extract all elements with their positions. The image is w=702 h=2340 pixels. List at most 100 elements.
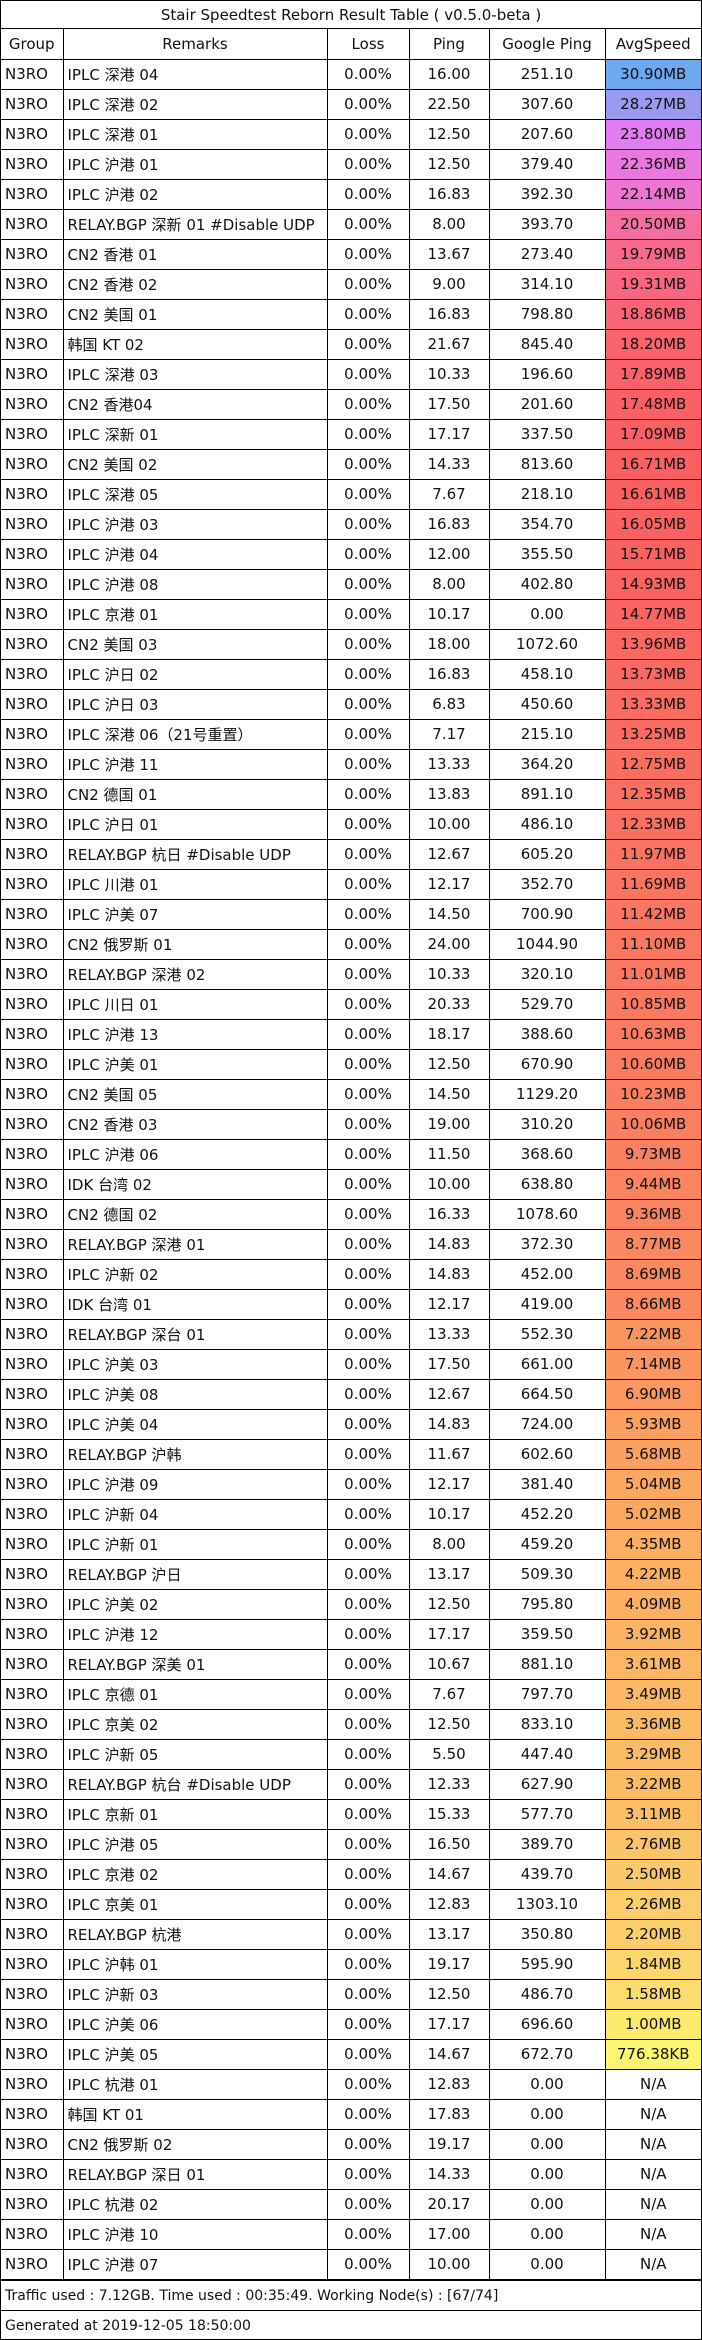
cell-google-ping: 201.60 xyxy=(488,388,606,420)
cell-google-ping: 891.10 xyxy=(488,778,606,810)
cell-loss: 0.00% xyxy=(326,88,410,120)
cell-ping: 12.50 xyxy=(408,1978,490,2010)
cell-group: N3RO xyxy=(1,88,64,120)
cell-remarks: IPLC 沪美 04 xyxy=(62,1408,328,1440)
cell-loss: 0.00% xyxy=(326,268,410,300)
cell-remarks: IPLC 深新 01 xyxy=(62,418,328,450)
cell-google-ping: 0.00 xyxy=(488,2098,606,2130)
cell-ping: 14.83 xyxy=(408,1228,490,1260)
cell-loss: 0.00% xyxy=(326,688,410,720)
cell-remarks: IPLC 沪美 05 xyxy=(62,2038,328,2070)
column-header-avg-speed: AvgSpeed xyxy=(604,29,701,60)
cell-group: N3RO xyxy=(1,1108,64,1140)
cell-google-ping: 661.00 xyxy=(488,1348,606,1380)
cell-loss: 0.00% xyxy=(326,208,410,240)
cell-ping: 8.00 xyxy=(408,208,490,240)
cell-ping: 12.50 xyxy=(408,118,490,150)
cell-loss: 0.00% xyxy=(326,1828,410,1860)
cell-remarks: CN2 香港 01 xyxy=(62,238,328,270)
cell-remarks: IPLC 沪港 13 xyxy=(62,1018,328,1050)
column-header-remarks: Remarks xyxy=(62,29,328,60)
cell-avg-speed: N/A xyxy=(604,2128,701,2160)
cell-google-ping: 402.80 xyxy=(488,568,606,600)
cell-avg-speed: 6.90MB xyxy=(604,1378,701,1410)
cell-loss: 0.00% xyxy=(326,1438,410,1470)
cell-google-ping: 452.20 xyxy=(488,1498,606,1530)
table-row: N3RO IPLC 沪港 12 0.00% 17.17 359.50 3.92MB xyxy=(1,1618,701,1650)
cell-loss: 0.00% xyxy=(326,1048,410,1080)
table-row: N3RO IPLC 深港 02 0.00% 22.50 307.60 28.27MB xyxy=(1,88,701,120)
table-row: N3RO IPLC 沪港 05 0.00% 16.50 389.70 2.76MB xyxy=(1,1828,701,1860)
cell-google-ping: 355.50 xyxy=(488,538,606,570)
cell-google-ping: 0.00 xyxy=(488,2068,606,2100)
cell-group: N3RO xyxy=(1,118,64,150)
cell-remarks: CN2 美国 03 xyxy=(62,628,328,660)
cell-ping: 10.00 xyxy=(408,1168,490,1200)
cell-avg-speed: 10.23MB xyxy=(604,1078,701,1110)
cell-remarks: IPLC 沪美 01 xyxy=(62,1048,328,1080)
cell-ping: 12.67 xyxy=(408,838,490,870)
cell-group: N3RO xyxy=(1,1768,64,1800)
cell-avg-speed: 11.69MB xyxy=(604,868,701,900)
cell-google-ping: 1303.10 xyxy=(488,1888,606,1920)
cell-avg-speed: 22.14MB xyxy=(604,178,701,210)
table-row: N3RO CN2 俄罗斯 02 0.00% 19.17 0.00 N/A xyxy=(1,2128,701,2160)
cell-loss: 0.00% xyxy=(326,1678,410,1710)
cell-loss: 0.00% xyxy=(326,418,410,450)
cell-loss: 0.00% xyxy=(326,178,410,210)
cell-group: N3RO xyxy=(1,1888,64,1920)
cell-avg-speed: 4.09MB xyxy=(604,1588,701,1620)
cell-google-ping: 196.60 xyxy=(488,358,606,390)
cell-remarks: IPLC 沪美 08 xyxy=(62,1378,328,1410)
cell-loss: 0.00% xyxy=(326,1648,410,1680)
cell-remarks: IPLC 深港 04 xyxy=(62,58,328,90)
cell-ping: 12.50 xyxy=(408,148,490,180)
cell-ping: 12.00 xyxy=(408,538,490,570)
cell-google-ping: 458.10 xyxy=(488,658,606,690)
cell-group: N3RO xyxy=(1,58,64,90)
table-row: N3RO RELAY.BGP 深新 01 #Disable UDP 0.00% 8.0… xyxy=(1,208,701,240)
cell-loss: 0.00% xyxy=(326,1198,410,1230)
cell-google-ping: 218.10 xyxy=(488,478,606,510)
cell-remarks: IPLC 京新 01 xyxy=(62,1798,328,1830)
cell-ping: 17.00 xyxy=(408,2218,490,2250)
cell-loss: 0.00% xyxy=(326,1468,410,1500)
cell-remarks: IPLC 川日 01 xyxy=(62,988,328,1020)
cell-google-ping: 724.00 xyxy=(488,1408,606,1440)
cell-avg-speed: 30.90MB xyxy=(604,58,701,90)
table-row: N3RO RELAY.BGP 深美 01 0.00% 10.67 881.10 3.61M… xyxy=(1,1648,701,1680)
table-row: N3RO RELAY.BGP 沪韩 0.00% 11.67 602.60 5.68MB xyxy=(1,1438,701,1470)
table-row: N3RO IPLC 沪新 03 0.00% 12.50 486.70 1.58MB xyxy=(1,1978,701,2010)
table-row: N3RO CN2 香港 02 0.00% 9.00 314.10 19.31MB xyxy=(1,268,701,300)
cell-avg-speed: 12.75MB xyxy=(604,748,701,780)
cell-remarks: RELAY.BGP 深新 01 #Disable UDP xyxy=(62,208,328,240)
cell-google-ping: 813.60 xyxy=(488,448,606,480)
table-row: N3RO IPLC 沪港 04 0.00% 12.00 355.50 15.71MB xyxy=(1,538,701,570)
cell-loss: 0.00% xyxy=(326,1858,410,1890)
table-row: N3RO IPLC 沪美 04 0.00% 14.83 724.00 5.93MB xyxy=(1,1408,701,1440)
cell-google-ping: 1078.60 xyxy=(488,1198,606,1230)
cell-remarks: RELAY.BGP 沪韩 xyxy=(62,1438,328,1470)
cell-group: N3RO xyxy=(1,688,64,720)
cell-remarks: IPLC 沪港 09 xyxy=(62,1468,328,1500)
cell-remarks: CN2 德国 02 xyxy=(62,1198,328,1230)
cell-remarks: IPLC 京港 02 xyxy=(62,1858,328,1890)
cell-avg-speed: 22.36MB xyxy=(604,148,701,180)
table-row: N3RO IPLC 深新 01 0.00% 17.17 337.50 17.09MB xyxy=(1,418,701,450)
cell-group: N3RO xyxy=(1,1018,64,1050)
cell-avg-speed: 10.85MB xyxy=(604,988,701,1020)
cell-loss: 0.00% xyxy=(326,1018,410,1050)
cell-group: N3RO xyxy=(1,1978,64,2010)
cell-ping: 12.67 xyxy=(408,1378,490,1410)
header-row: Group Remarks Loss Ping Google Ping AvgS… xyxy=(1,29,701,60)
cell-google-ping: 307.60 xyxy=(488,88,606,120)
cell-group: N3RO xyxy=(1,898,64,930)
cell-ping: 13.83 xyxy=(408,778,490,810)
cell-avg-speed: 9.44MB xyxy=(604,1168,701,1200)
cell-remarks: IPLC 沪港 10 xyxy=(62,2218,328,2250)
table-row: N3RO IPLC 沪港 07 0.00% 10.00 0.00 N/A xyxy=(1,2248,701,2280)
cell-remarks: IPLC 深港 03 xyxy=(62,358,328,390)
cell-ping: 21.67 xyxy=(408,328,490,360)
cell-avg-speed: 5.93MB xyxy=(604,1408,701,1440)
cell-avg-speed: 28.27MB xyxy=(604,88,701,120)
